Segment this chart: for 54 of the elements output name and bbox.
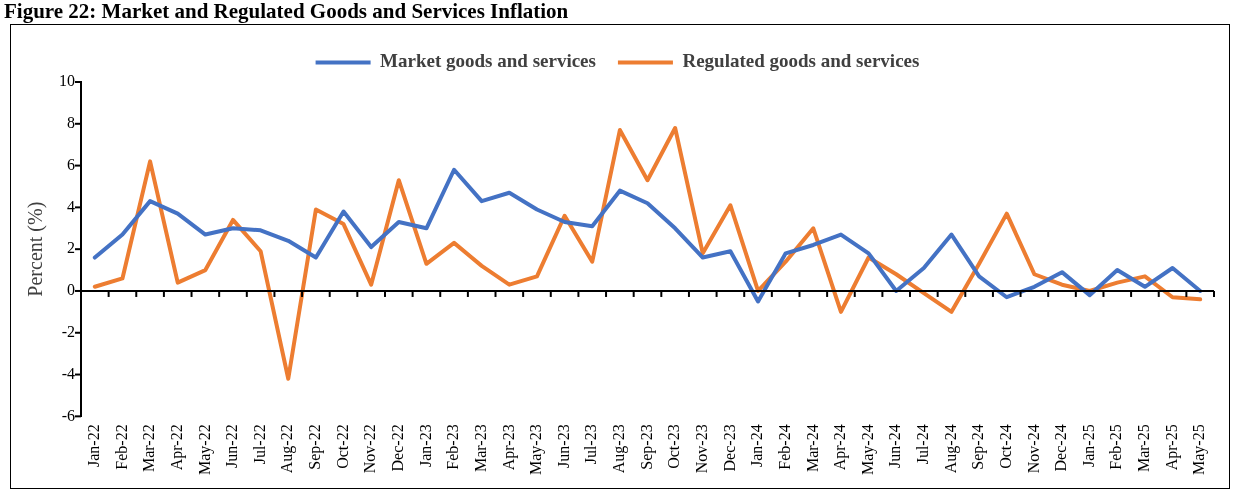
- x-tick-label: Dec-23: [720, 424, 738, 472]
- x-tick-label: Dec-22: [389, 424, 406, 472]
- y-tick-label: 10: [59, 72, 75, 90]
- legend-label: Market goods and services: [380, 50, 596, 72]
- x-tick-label: Jul-22: [250, 424, 268, 465]
- y-tick-label: 2: [67, 239, 75, 257]
- legend-label: Regulated goods and services: [682, 50, 920, 72]
- chart-title: Figure 22: Market and Regulated Goods and Services Inflation: [3, 0, 570, 23]
- x-tick-label: Jun-22: [223, 424, 241, 468]
- x-tick-label: Feb-25: [1107, 424, 1125, 470]
- y-tick-label: 8: [67, 114, 75, 131]
- y-tick-label: 0: [67, 281, 75, 299]
- x-tick-label: Apr-22: [167, 424, 186, 471]
- y-axis-title: Percent (%): [24, 201, 48, 297]
- x-tick-label: Apr-25: [1162, 424, 1181, 471]
- x-tick-label: Nov-22: [361, 424, 379, 474]
- x-tick-label: Aug-22: [278, 424, 297, 474]
- x-tick-label: Apr-23: [499, 424, 518, 471]
- x-tick-label: Jan-25: [1079, 424, 1097, 467]
- x-tick-label: Aug-23: [610, 424, 629, 474]
- x-tick-label: Mar-22: [140, 424, 158, 473]
- y-tick-label: -2: [61, 322, 75, 340]
- x-tick-label: Mar-24: [803, 424, 821, 473]
- x-tick-label: May-23: [527, 424, 546, 475]
- x-tick-label: Oct-23: [665, 424, 683, 469]
- x-tick-label: Jan-22: [85, 424, 103, 467]
- x-tick-label: Sep-24: [969, 424, 988, 470]
- x-tick-label: Jun-24: [886, 424, 904, 468]
- x-tick-label: Apr-24: [831, 424, 850, 471]
- x-tick-label: Jun-23: [554, 424, 572, 468]
- x-tick-label: Jul-23: [582, 424, 600, 465]
- x-tick-label: Oct-24: [996, 424, 1014, 469]
- x-tick-label: Nov-24: [1024, 424, 1042, 474]
- y-tick-label: 4: [67, 197, 75, 215]
- x-tick-label: Jan-23: [416, 424, 434, 467]
- x-tick-label: Nov-23: [692, 424, 710, 474]
- x-tick-label: May-24: [858, 424, 877, 475]
- x-tick-label: Mar-25: [1135, 424, 1153, 473]
- x-tick-label: Feb-24: [775, 424, 793, 470]
- x-tick-label: Sep-22: [306, 424, 325, 470]
- x-tick-label: May-25: [1190, 424, 1209, 475]
- x-tick-label: Dec-24: [1052, 424, 1070, 472]
- x-tick-label: Oct-22: [333, 424, 351, 469]
- y-tick-label: 6: [67, 155, 75, 173]
- x-tick-label: May-22: [195, 424, 214, 475]
- x-tick-label: Feb-22: [112, 424, 130, 470]
- y-tick-label: -6: [61, 406, 75, 424]
- x-tick-label: Feb-23: [444, 424, 462, 470]
- x-tick-label: Jan-24: [748, 424, 766, 467]
- y-tick-label: -4: [61, 364, 75, 382]
- x-tick-label: Aug-24: [941, 424, 960, 474]
- x-tick-label: Sep-23: [637, 424, 656, 470]
- x-tick-label: Jul-24: [914, 424, 932, 465]
- x-tick-label: Mar-23: [471, 424, 489, 473]
